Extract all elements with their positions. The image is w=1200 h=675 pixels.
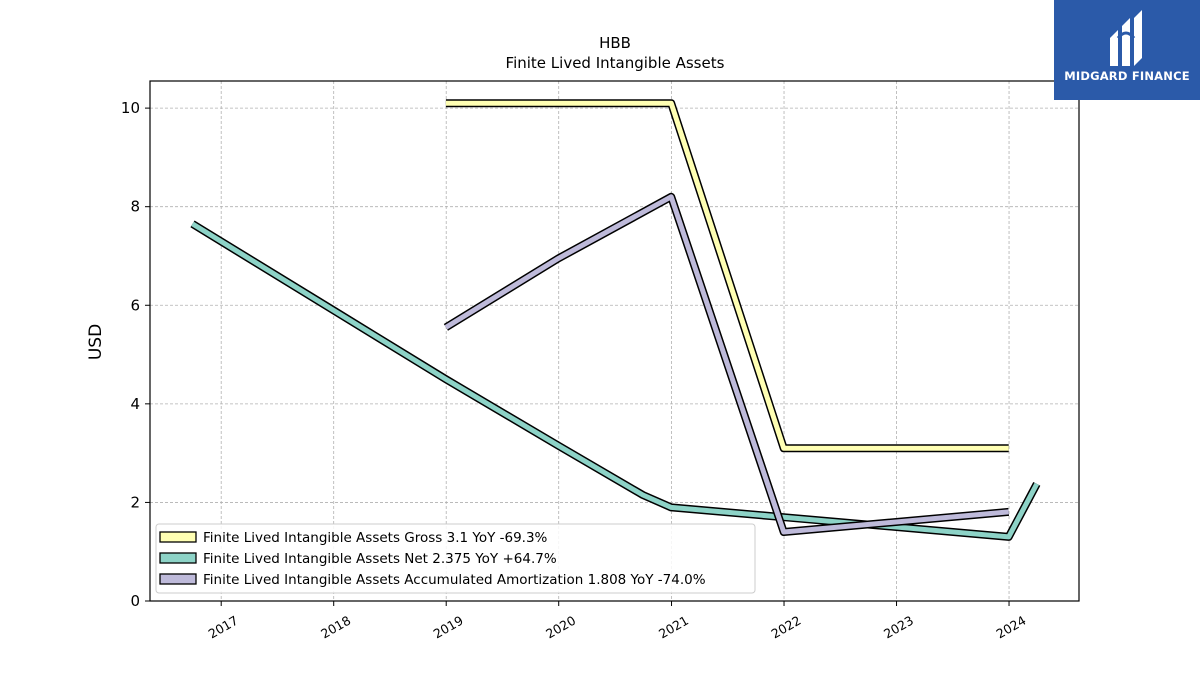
legend-label-1: Finite Lived Intangible Assets Net 2.375… bbox=[203, 551, 557, 567]
y-tick-label: 0 bbox=[130, 592, 140, 610]
legend-label-0: Finite Lived Intangible Assets Gross 3.1… bbox=[203, 530, 548, 546]
logo-mark-icon bbox=[1110, 10, 1142, 66]
x-tick-label: 2017 bbox=[206, 613, 241, 642]
y-tick-label: 2 bbox=[130, 493, 140, 511]
legend-swatch-2 bbox=[159, 573, 197, 585]
legend-swatch-0 bbox=[159, 531, 197, 543]
chart-title: HBB bbox=[599, 34, 631, 52]
legend-box bbox=[155, 523, 756, 594]
y-tick-label: 6 bbox=[130, 296, 140, 314]
series-line-1 bbox=[191, 221, 1040, 540]
logo-text: MIDGARD FINANCE bbox=[1064, 69, 1190, 83]
midgard-finance-logo: MIDGARD FINANCE bbox=[1054, 0, 1200, 100]
series-outline-1 bbox=[190, 220, 1041, 541]
series-line-0 bbox=[445, 100, 1009, 451]
x-tick-label: 2021 bbox=[656, 613, 691, 642]
y-tick-label: 4 bbox=[130, 395, 140, 413]
plot-frame bbox=[149, 80, 1080, 602]
x-tick-label: 2018 bbox=[318, 613, 353, 642]
legend-label-2: Finite Lived Intangible Assets Accumulat… bbox=[203, 572, 706, 588]
series-layer bbox=[190, 99, 1041, 541]
y-tick-label: 8 bbox=[130, 198, 140, 216]
x-tick-label: 2020 bbox=[543, 613, 578, 642]
x-tick-label: 2024 bbox=[993, 613, 1028, 642]
y-axis-label: USD bbox=[86, 324, 106, 360]
x-tick-label: 2023 bbox=[881, 613, 916, 642]
legend: Finite Lived Intangible Assets Gross 3.1… bbox=[155, 523, 756, 594]
x-tick-label: 2019 bbox=[431, 613, 466, 642]
grid-lines bbox=[150, 81, 1079, 602]
chart-subtitle: Finite Lived Intangible Assets bbox=[506, 54, 725, 72]
legend-swatch-1 bbox=[159, 552, 197, 564]
y-tick-label: 10 bbox=[121, 99, 140, 117]
series-line-2 bbox=[444, 194, 1009, 535]
x-tick-label: 2022 bbox=[768, 613, 803, 642]
